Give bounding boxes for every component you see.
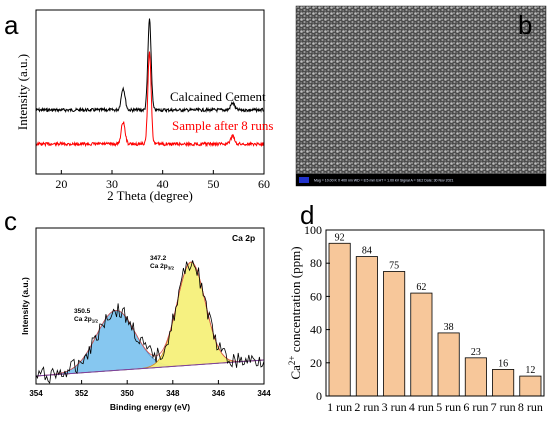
- bar-value-label-5: 38: [444, 322, 454, 333]
- panel-d-category-label-8: 8 run: [518, 400, 543, 414]
- panel-c-x-ticks: 354 352 350 348 346 344: [29, 380, 271, 398]
- panel-c-x-tick-label: 350: [121, 389, 135, 398]
- bar-value-label-1: 92: [335, 232, 345, 243]
- peak-1-value: 350.5: [74, 308, 91, 315]
- peak-annotation-2: 347.2 Ca 2p3/2: [150, 255, 174, 271]
- panel-d-frame: [325, 229, 545, 397]
- bar-3: [383, 271, 406, 397]
- panel-d-category-label-1: 1 run: [327, 400, 352, 414]
- panel-c-x-tick-label: 352: [75, 389, 89, 398]
- panel-d-y-tick-label: 40: [310, 323, 322, 337]
- bar-8: [519, 375, 542, 397]
- panel-c-plot-area: [35, 260, 265, 384]
- sem-image: [296, 6, 546, 186]
- panel-a-x-tick-label: 60: [258, 177, 270, 191]
- bar-value-label-2: 84: [362, 246, 372, 257]
- peak-1-name: Ca 2p1/2: [74, 316, 98, 324]
- panel-c-fit-envelope: [36, 261, 264, 377]
- panel-a: a 20 30 40 50 60 2 Theta (degree) Intensity …: [4, 9, 273, 203]
- panel-b: Mag = 10.00 K X 400 nm WD = 8.5 mm EHT =…: [295, 5, 547, 187]
- panel-d-category-label-6: 6 run: [463, 400, 488, 414]
- panel-d-category-label-2: 2 run: [354, 400, 379, 414]
- panel-a-letter: a: [4, 10, 19, 40]
- peak-2-value: 347.2: [150, 255, 167, 262]
- sem-logo: [299, 177, 309, 183]
- bar-7: [492, 369, 515, 397]
- bar-6: [464, 357, 487, 397]
- panel-c-x-tick-label: 346: [212, 389, 226, 398]
- panel-a-plot-area: [36, 18, 264, 148]
- bar-value-label-4: 62: [416, 282, 426, 293]
- panel-c-x-tick-label: 348: [166, 389, 180, 398]
- sem-info-text: Mag = 10.00 K X 400 nm WD = 8.5 mm EHT =…: [314, 179, 453, 183]
- peak-annotation-1: 350.5 Ca 2p1/2: [74, 308, 98, 324]
- panel-a-x-axis-title: 2 Theta (degree): [107, 188, 193, 203]
- panel-a-x-tick-label: 20: [55, 177, 67, 191]
- bar-1: [328, 242, 351, 397]
- panel-a-x-tick-label: 50: [207, 177, 219, 191]
- panel-a-x-ticks: 20 30 40 50 60: [55, 170, 270, 191]
- panel-a-legend-series-2: Sample after 8 runs: [172, 118, 273, 133]
- panel-d-category-label-5: 5 run: [436, 400, 461, 414]
- panel-c-raw-spectrum: [36, 260, 264, 384]
- bar-4: [410, 292, 433, 397]
- panel-c-frame: [35, 227, 265, 385]
- panel-c-baseline: [35, 359, 265, 377]
- panel-d-letter: d: [300, 200, 314, 230]
- panel-d-category-label-7: 7 run: [491, 400, 516, 414]
- panel-a-x-tick-label: 40: [157, 177, 169, 191]
- panel-c-letter: c: [4, 206, 17, 236]
- panel-c-x-tick-label: 354: [29, 389, 43, 398]
- panel-d-y-tick-label: 60: [310, 289, 322, 303]
- bar-value-label-3: 75: [389, 261, 399, 272]
- panel-a-legend-series-1: Calcained Cement: [170, 89, 266, 104]
- panel-c-y-axis-title: Intensity (a.u.): [20, 277, 30, 335]
- panel-a-frame: [35, 9, 265, 175]
- panel-d-y-ticks: 0 20 40 60 80 100: [304, 223, 330, 403]
- panel-b-letter: b: [518, 10, 532, 40]
- sem-info-bar: [296, 174, 546, 186]
- bar-2: [355, 256, 378, 397]
- panel-a-y-axis-title: Intensity (a.u.): [15, 54, 30, 130]
- panel-d-y-tick-label: 80: [310, 256, 322, 270]
- bar-value-label-6: 23: [471, 347, 481, 358]
- panel-c-title: Ca 2p: [232, 233, 255, 243]
- panel-c-x-axis-title: Binding energy (eV): [110, 402, 190, 412]
- panel-d: d 92 84 75 62 38 23 16 12 0 20 40 60 80 100 1 run 2 r…: [287, 200, 545, 414]
- panel-d-y-axis-title: Ca2+ concentration (ppm): [287, 246, 303, 379]
- panel-d-y-tick-label: 100: [304, 223, 322, 237]
- panel-a-series-calcined-cement: [36, 18, 264, 114]
- peak-2-name: Ca 2p3/2: [150, 263, 174, 271]
- panel-a-series-after-8-runs: [36, 51, 264, 148]
- panel-d-y-tick-label: 20: [310, 356, 322, 370]
- panel-d-category-label-4: 4 run: [409, 400, 434, 414]
- panel-c-x-tick-label: 344: [257, 389, 271, 398]
- bar-value-label-7: 16: [498, 358, 508, 369]
- panel-d-bars: 92 84 75 62 38 23 16 12: [328, 232, 542, 397]
- panel-d-y-tick-label: 0: [316, 389, 322, 403]
- bar-5: [437, 332, 460, 397]
- panel-d-x-ticks: 1 run 2 run 3 run 4 run 5 run 6 run 7 run 8 run: [327, 400, 543, 414]
- panel-d-category-label-3: 3 run: [382, 400, 407, 414]
- panel-c: c 354 352 350 348 346 344 Binding energy (eV)…: [4, 206, 271, 412]
- bar-value-label-8: 12: [525, 365, 535, 376]
- panel-a-x-tick-label: 30: [106, 177, 118, 191]
